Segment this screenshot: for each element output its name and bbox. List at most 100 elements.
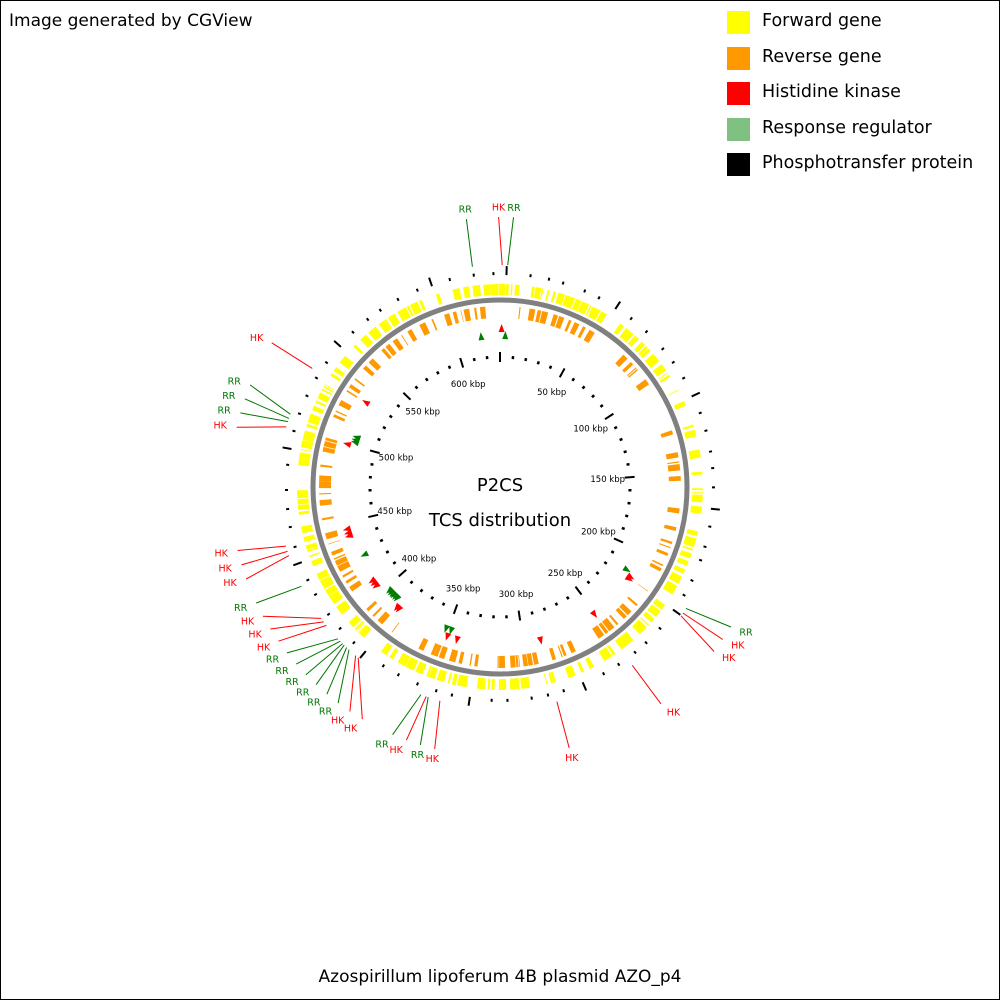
forward-gene-block	[545, 289, 550, 301]
response-regulator-marker	[389, 589, 398, 598]
histidine-kinase-marker	[370, 578, 379, 587]
forward-gene-block	[353, 344, 364, 355]
reverse-gene-block	[346, 389, 358, 398]
forward-gene-block	[562, 294, 576, 309]
reverse-gene-block	[463, 308, 472, 322]
forward-gene-block	[328, 590, 340, 600]
reverse-gene-block	[592, 625, 605, 639]
forward-gene-block	[550, 291, 557, 303]
reverse-gene-block	[418, 637, 429, 651]
reverse-gene-block	[628, 368, 639, 378]
callout-line	[337, 649, 350, 704]
phosphotransfer-tick	[644, 640, 648, 645]
phosphotransfer-protein-swatch	[727, 153, 750, 176]
reverse-gene-block	[479, 306, 487, 320]
histidine-kinase-marker	[445, 632, 452, 641]
response-regulator-label: RR	[411, 750, 425, 761]
forward-gene-block	[684, 429, 697, 439]
forward-gene-block	[452, 288, 462, 301]
ruler-minor-tick	[613, 425, 618, 430]
ruler-minor-tick	[466, 611, 470, 615]
forward-gene-block	[505, 284, 509, 296]
reverse-gene-block	[349, 580, 362, 592]
phosphotransfer-tick	[698, 558, 703, 562]
reverse-gene-block	[431, 318, 438, 331]
phosphotransfer-tick	[546, 693, 550, 697]
histidine-kinase-label: HK	[344, 723, 358, 734]
response-regulator-label: RR	[296, 688, 310, 699]
ruler-minor-tick	[377, 437, 381, 442]
callout-line	[295, 640, 341, 665]
callout-line	[465, 219, 473, 267]
kbp-tick-label: 550 kbp	[405, 408, 440, 418]
reverse-gene-block	[325, 530, 339, 540]
callout-line	[245, 555, 290, 580]
callout-line	[256, 585, 302, 604]
callout-line	[685, 607, 732, 628]
forward-gene-block	[316, 569, 330, 581]
phosphotransfer-tick	[292, 561, 303, 567]
forward-gene-block	[359, 625, 372, 638]
phosphotransfer-tick	[644, 329, 649, 334]
ruler-major-tick	[604, 412, 614, 421]
forward-gene-block	[571, 298, 582, 312]
forward-gene-block	[691, 491, 703, 493]
ruler-minor-tick	[548, 365, 553, 370]
reverse-gene-block	[497, 655, 499, 668]
ruler-minor-tick	[424, 377, 429, 382]
kbp-tick-label: 300 kbp	[499, 590, 534, 600]
reverse-gene-block	[377, 611, 391, 625]
histidine-kinase-marker	[498, 324, 505, 333]
phosphotransfer-tick	[324, 360, 329, 365]
histidine-kinase-marker	[455, 635, 461, 644]
reverse-gene-block	[320, 464, 333, 468]
reverse-gene-block	[430, 643, 439, 656]
phosphotransfer-tick	[351, 330, 355, 334]
reverse-gene-block	[448, 649, 459, 663]
reverse-gene-block	[319, 492, 332, 495]
forward-gene-block	[587, 306, 601, 321]
reverse-gene-block	[559, 644, 567, 657]
forward-gene-swatch	[727, 11, 750, 34]
phosphotransfer-tick	[561, 281, 565, 285]
forward-gene-block	[659, 374, 671, 383]
response-regulator-label: RR	[266, 655, 280, 666]
kbp-tick-label: 50 kbp	[537, 388, 566, 398]
kbp-tick-label: 500 kbp	[379, 454, 414, 464]
forward-gene-block	[311, 557, 324, 567]
ruler-minor-tick	[610, 550, 615, 554]
response-regulator-label: RR	[459, 205, 473, 216]
forward-gene-block	[312, 405, 325, 415]
kbp-tick-label: 350 kbp	[446, 585, 481, 595]
forward-gene-block	[499, 283, 500, 295]
reverse-gene-block	[474, 307, 478, 320]
callout-line	[680, 615, 715, 652]
reverse-gene-block	[667, 464, 681, 472]
histidine-kinase-label: HK	[241, 617, 255, 628]
response-regulator-label: RR	[307, 697, 321, 708]
reverse-gene-block	[322, 446, 336, 454]
reverse-gene-block	[535, 309, 542, 323]
forward-gene-block	[324, 384, 335, 391]
kbp-tick-label: 450 kbp	[377, 507, 412, 517]
response-regulator-label: RR	[217, 406, 231, 417]
histidine-kinase-label: HK	[223, 578, 237, 589]
phosphotransfer-tick	[352, 640, 356, 645]
reverse-gene-block	[333, 414, 346, 422]
callout-line	[434, 700, 441, 750]
phosphotransfer-tick	[703, 545, 707, 549]
legend-label: Reverse gene	[762, 46, 882, 67]
reverse-gene-block	[419, 322, 431, 336]
ruler-minor-tick	[595, 571, 600, 575]
forward-gene-block	[668, 571, 683, 584]
forward-gene-block	[415, 661, 427, 675]
phosphotransfer-tick	[704, 429, 708, 433]
callout-line	[392, 694, 422, 735]
phosphotransfer-tick	[365, 317, 370, 322]
histidine-kinase-label: HK	[722, 653, 736, 664]
legend-label: Response regulator	[762, 117, 932, 138]
ruler-minor-tick	[472, 357, 476, 362]
phosphotransfer-tick	[633, 650, 637, 655]
response-regulator-label: RR	[375, 739, 389, 750]
callout-line	[507, 217, 514, 266]
